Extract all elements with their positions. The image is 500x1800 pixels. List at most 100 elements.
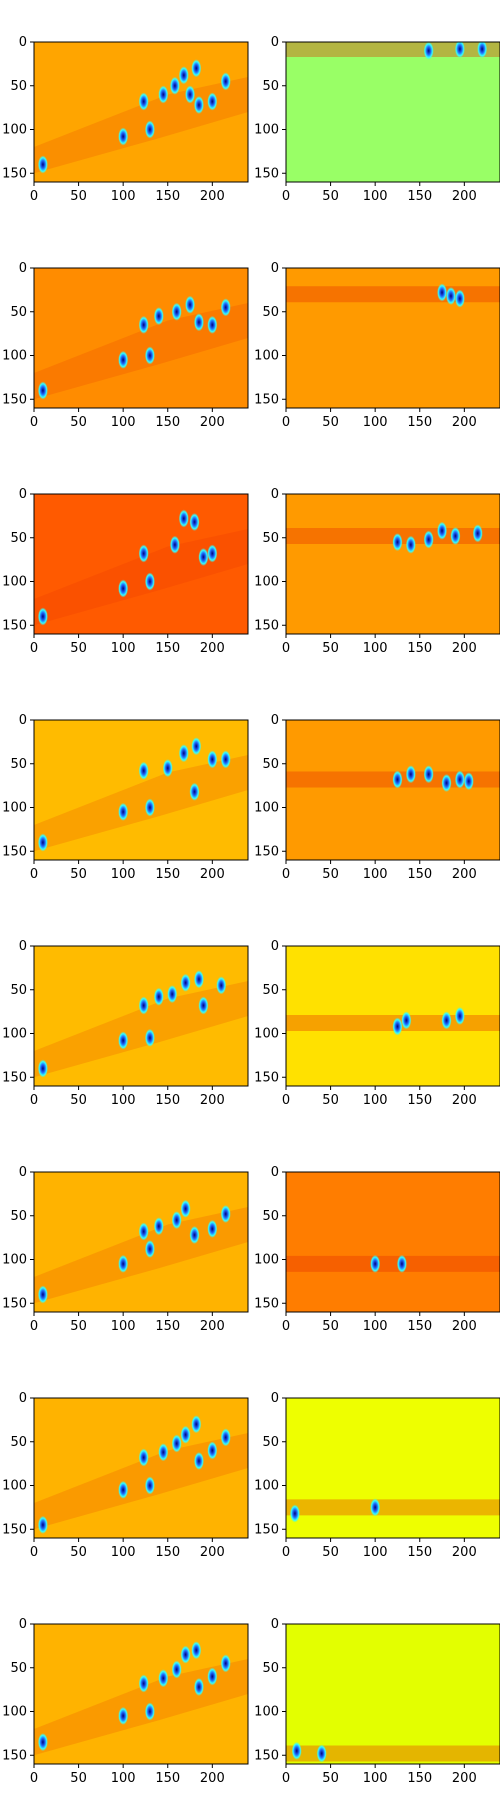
panel-background — [34, 1624, 248, 1764]
activation-blob — [207, 1441, 218, 1460]
panel-background — [34, 720, 248, 860]
heatmap-panel-6-left: 0 50 100 150 200 0 50 100 150 — [2, 1165, 249, 1334]
activation-blob — [138, 92, 149, 111]
activation-blob — [158, 85, 169, 104]
x-tick-label: 150 — [407, 641, 432, 656]
x-tick-label: 150 — [155, 189, 180, 204]
heatmap-panel-2-right: 0 50 100 150 200 0 50 100 150 — [254, 261, 500, 430]
texture-band — [34, 981, 248, 1078]
activation-blob — [472, 524, 483, 543]
activation-blob — [423, 530, 434, 549]
panel-frame — [33, 1397, 249, 1539]
activation-blob — [445, 287, 456, 305]
y-tick-label: 50 — [10, 531, 27, 546]
activation-blob — [144, 1476, 155, 1495]
y-tick-label: 50 — [262, 531, 279, 546]
activation-blob — [441, 1011, 452, 1030]
x-tick-label: 100 — [363, 1093, 388, 1108]
activation-blob — [153, 1217, 164, 1236]
x-tick-label: 0 — [30, 1545, 38, 1560]
activation-blob — [207, 1219, 218, 1238]
x-tick-label: 50 — [70, 1771, 87, 1786]
x-tick-label: 50 — [70, 867, 87, 882]
activation-blob — [138, 1448, 149, 1467]
panel-frame — [33, 41, 249, 183]
activation-blob — [207, 315, 218, 334]
x-tick-label: 150 — [407, 1545, 432, 1560]
y-tick-label: 150 — [2, 1296, 27, 1311]
activation-blob — [180, 973, 191, 992]
activation-blob — [198, 548, 209, 566]
heatmap-panel-8-left: 0 50 100 150 200 0 50 100 150 — [2, 1617, 249, 1786]
panel-frame — [285, 41, 500, 183]
y-tick-label: 100 — [2, 801, 27, 816]
activation-blob — [37, 833, 48, 852]
y-tick-label: 0 — [271, 713, 279, 728]
x-tick-label: 0 — [30, 641, 38, 656]
x-tick-label: 150 — [407, 1771, 432, 1786]
activation-blob — [138, 315, 149, 334]
y-tick-label: 150 — [254, 392, 279, 407]
heatmap-panel-5-left: 0 50 100 150 200 0 50 100 150 — [2, 939, 249, 1108]
activation-blob — [291, 1741, 302, 1760]
x-tick-label: 150 — [155, 415, 180, 430]
y-tick-label: 50 — [10, 1661, 27, 1676]
x-tick-label: 50 — [70, 1319, 87, 1334]
activation-blob — [401, 1011, 412, 1030]
y-tick-label: 100 — [2, 575, 27, 590]
x-tick-label: 200 — [200, 1771, 225, 1786]
panel-frame — [285, 1623, 500, 1765]
y-tick-label: 100 — [2, 1705, 27, 1720]
y-tick-label: 0 — [19, 261, 27, 276]
x-tick-label: 150 — [407, 1319, 432, 1334]
activation-blob — [193, 313, 204, 332]
y-tick-label: 150 — [254, 166, 279, 181]
y-tick-label: 50 — [10, 1209, 27, 1224]
activation-blob — [198, 996, 209, 1015]
activation-blob — [370, 1254, 381, 1273]
activation-blob — [162, 759, 173, 778]
activation-blob — [158, 1443, 169, 1462]
activation-blob — [118, 1480, 129, 1499]
activation-blob — [220, 298, 231, 317]
activation-blob — [207, 544, 218, 563]
activation-blob — [144, 120, 155, 139]
x-tick-label: 100 — [363, 1771, 388, 1786]
activation-blob — [158, 1669, 169, 1688]
x-tick-label: 100 — [363, 1545, 388, 1560]
panel-frame — [33, 945, 249, 1087]
activation-blob — [477, 42, 488, 58]
y-tick-label: 50 — [10, 1435, 27, 1450]
x-tick-label: 0 — [30, 1771, 38, 1786]
x-tick-label: 100 — [363, 189, 388, 204]
activation-blob — [118, 127, 129, 146]
x-tick-label: 200 — [452, 1771, 477, 1786]
activation-blob — [437, 283, 448, 302]
y-tick-label: 150 — [254, 1296, 279, 1311]
x-tick-label: 200 — [200, 1093, 225, 1108]
x-tick-label: 50 — [322, 1545, 339, 1560]
x-tick-label: 50 — [322, 1771, 339, 1786]
y-tick-label: 100 — [254, 1705, 279, 1720]
activation-blob — [193, 970, 204, 989]
heatmap-panel-1-right: 0 50 100 150 200 0 50 100 150 — [254, 35, 500, 204]
x-tick-label: 50 — [70, 641, 87, 656]
activation-blob — [370, 1498, 381, 1517]
x-tick-label: 150 — [155, 1319, 180, 1334]
x-tick-label: 100 — [363, 415, 388, 430]
x-tick-label: 100 — [111, 867, 136, 882]
x-tick-label: 0 — [30, 867, 38, 882]
x-tick-label: 0 — [30, 189, 38, 204]
activation-blob — [423, 765, 434, 784]
y-tick-label: 50 — [10, 79, 27, 94]
x-tick-label: 200 — [452, 1093, 477, 1108]
activation-blob — [405, 765, 416, 784]
x-tick-label: 50 — [322, 867, 339, 882]
activation-blob — [37, 1285, 48, 1304]
panel-frame — [285, 1171, 500, 1313]
x-tick-label: 0 — [282, 1545, 290, 1560]
activation-blob — [220, 72, 231, 91]
x-tick-label: 50 — [322, 641, 339, 656]
activation-band — [286, 42, 500, 57]
panel-frame — [33, 1171, 249, 1313]
